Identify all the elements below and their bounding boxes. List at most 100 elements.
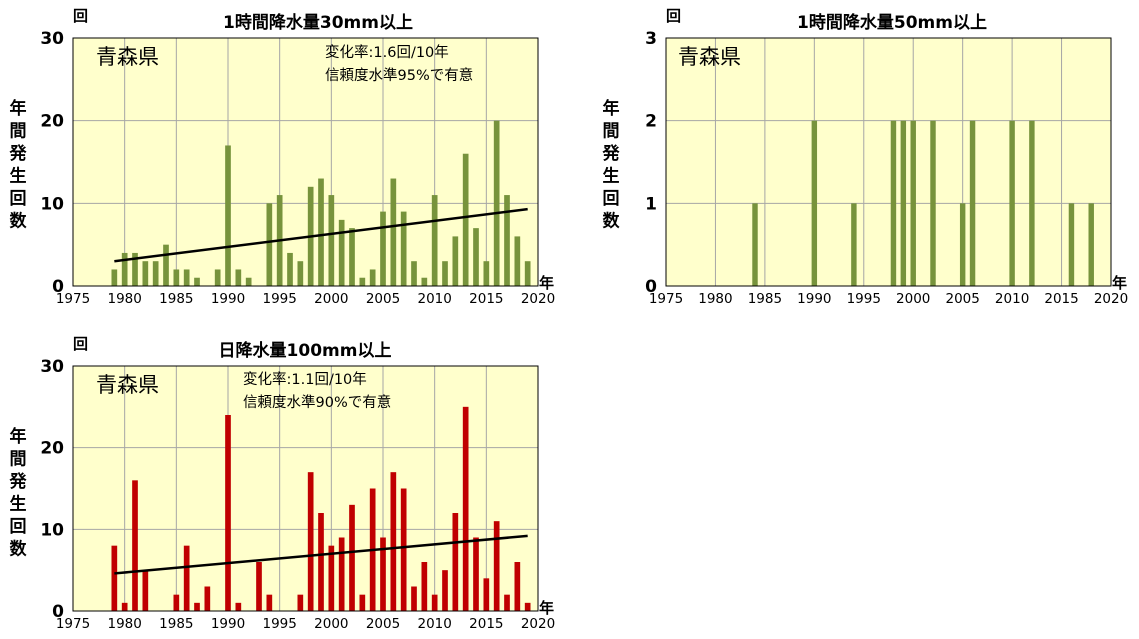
bar	[442, 261, 448, 286]
bar	[910, 120, 916, 287]
x-tick-label: 1990	[211, 616, 245, 632]
y-axis-label-char: 生	[10, 494, 27, 515]
bar	[380, 211, 386, 286]
bar	[111, 269, 118, 286]
bar	[142, 570, 149, 611]
bar	[752, 203, 758, 286]
x-tick-label: 2010	[417, 616, 451, 632]
bar	[524, 602, 531, 611]
x-tick-label: 2005	[366, 616, 400, 632]
bar	[225, 145, 231, 286]
bar	[349, 504, 355, 611]
bar	[390, 178, 397, 286]
y-tick-label: 0	[52, 602, 64, 622]
plot-area	[72, 37, 539, 287]
x-tick-label: 1995	[847, 291, 881, 307]
bar	[462, 153, 469, 286]
y-axis-label-char: 数	[603, 211, 621, 232]
bar	[959, 203, 966, 286]
bar	[307, 472, 314, 611]
x-tick-label: 1990	[797, 291, 831, 307]
bar	[183, 269, 190, 286]
y-axis-label-char: 回	[10, 189, 27, 209]
bar	[390, 472, 397, 611]
bar	[111, 545, 118, 611]
bar	[473, 537, 479, 611]
x-tick-label: 2015	[1044, 291, 1078, 307]
bar	[400, 488, 407, 611]
y-axis-label-char: 生	[603, 166, 620, 187]
bar	[349, 228, 355, 286]
y-axis-label-char: 数	[10, 211, 28, 232]
y-tick-label: 30	[40, 29, 64, 49]
trend-annotation: 信頼度水準95%で有意	[325, 66, 473, 84]
chart-panel-3: 1975 1980 1985 1990 1995 2000 2005 2010 2015 2020…	[9, 335, 556, 632]
bar	[266, 203, 273, 286]
y-tick-label: 1	[645, 194, 657, 214]
x-tick-label: 2000	[896, 291, 930, 307]
y-tick-label: 30	[40, 357, 64, 377]
bar	[930, 120, 936, 287]
bar	[1009, 120, 1015, 287]
bar	[225, 415, 231, 611]
plot-area	[665, 37, 1112, 287]
x-tick-label: 2000	[314, 291, 348, 307]
y-axis-label-char: 発	[602, 143, 621, 164]
bar	[900, 120, 907, 287]
bar	[152, 261, 159, 286]
bar	[359, 277, 366, 286]
bar	[235, 269, 242, 286]
y-axis-label-char: 間	[10, 122, 27, 142]
x-tick-label: 1980	[107, 616, 141, 632]
x-tick-label: 2010	[995, 291, 1029, 307]
x-tick-label: 1990	[211, 291, 245, 307]
bar	[121, 252, 128, 286]
y-axis-label-char: 間	[603, 122, 620, 142]
bar	[452, 236, 459, 286]
y-axis-label-char: 回	[10, 517, 27, 537]
bar	[442, 570, 448, 611]
y-tick-label: 2	[645, 112, 657, 132]
trend-line	[114, 534, 528, 575]
y-unit-label: 回	[73, 335, 88, 353]
x-tick-label: 2020	[1094, 291, 1128, 307]
bar	[483, 261, 490, 286]
x-tick-label: 1980	[107, 291, 141, 307]
bar	[421, 277, 428, 286]
y-unit-label: 回	[73, 7, 88, 25]
y-tick-label: 10	[40, 520, 64, 540]
bar	[204, 586, 211, 611]
bar	[431, 195, 438, 286]
x-tick-label: 2005	[945, 291, 979, 307]
region-label: 青森県	[678, 45, 741, 69]
bar	[969, 120, 976, 287]
bar	[297, 594, 304, 611]
trend-annotation: 変化率:1.6回/10年	[325, 44, 449, 61]
bar	[431, 594, 438, 611]
y-axis-label-char: 年	[10, 98, 27, 119]
bar	[287, 252, 293, 286]
x-tick-label: 2015	[469, 616, 503, 632]
bar	[194, 602, 200, 611]
bar	[245, 277, 252, 286]
chart-panel-1: 1975 1980 1985 1990 1995 2000 2005 2010 2015 2020…	[9, 7, 556, 307]
bar	[142, 261, 149, 286]
y-axis-label: 年間発生回数	[9, 98, 28, 232]
bar	[890, 120, 897, 287]
bar	[297, 261, 304, 286]
bar	[493, 521, 500, 611]
chart-title: 日降水量100mm以上	[219, 340, 392, 361]
x-tick-label: 1975	[56, 616, 90, 632]
bar	[524, 261, 531, 286]
bar	[514, 562, 521, 611]
bar	[132, 252, 138, 286]
bar	[328, 545, 335, 611]
y-tick-label: 0	[645, 277, 657, 297]
bar	[359, 594, 366, 611]
y-axis-label-char: 生	[10, 166, 27, 187]
bar	[452, 513, 459, 611]
y-axis-label: 年間発生回数	[9, 426, 28, 560]
chart-title: 1時間降水量30mm以上	[223, 12, 413, 33]
bar	[380, 537, 386, 611]
